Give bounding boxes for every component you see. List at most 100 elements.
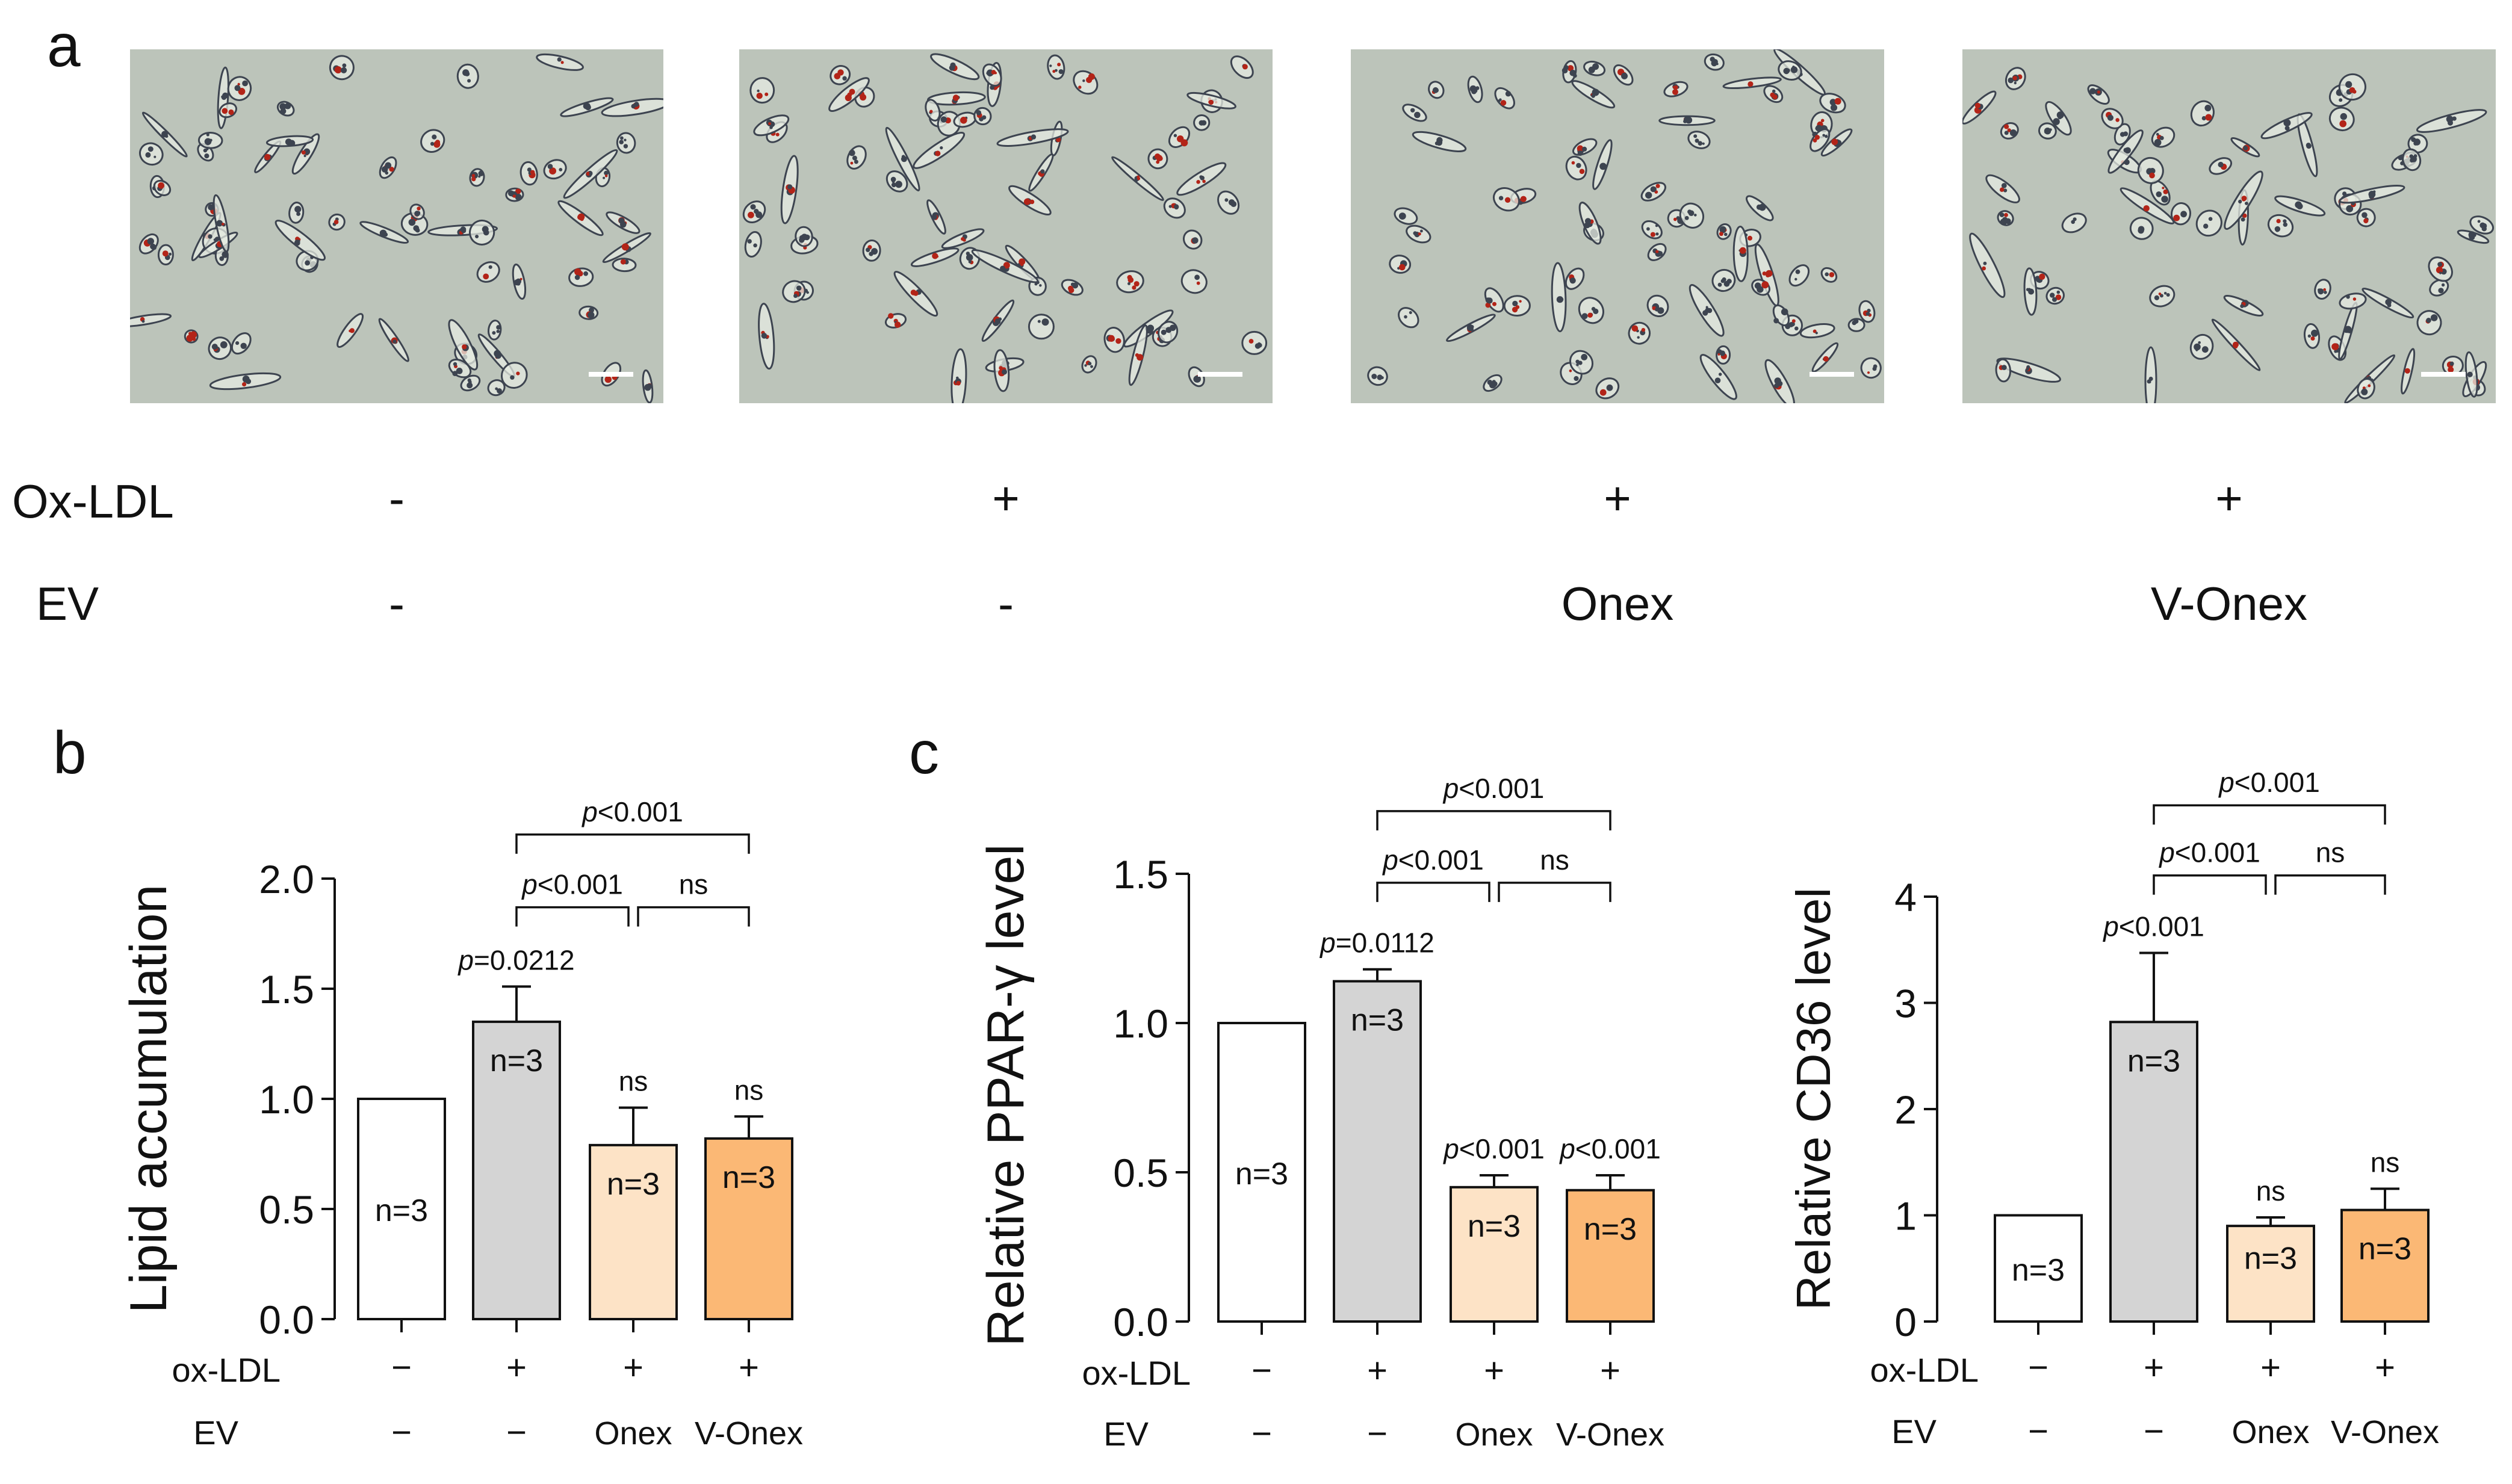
cell-granule bbox=[618, 217, 625, 224]
cell-granule bbox=[956, 376, 959, 380]
lipid-droplet bbox=[2149, 172, 2155, 179]
cell-granule bbox=[2166, 293, 2170, 297]
lipid-droplet bbox=[748, 211, 754, 218]
lipid-droplet bbox=[1005, 264, 1010, 268]
cell-granule bbox=[2343, 329, 2349, 333]
cell-granule bbox=[1781, 308, 1788, 315]
lipid-droplet bbox=[1772, 94, 1778, 100]
lipid-droplet bbox=[895, 321, 901, 328]
panel-a-ev-value-4: V-Onex bbox=[2151, 577, 2307, 630]
oxldl-value: + bbox=[1600, 1351, 1620, 1390]
cell-granule bbox=[303, 154, 306, 158]
panel-a-ev-row-label: EV bbox=[36, 577, 99, 630]
scale-bar bbox=[2421, 372, 2466, 377]
lipid-droplet bbox=[1673, 85, 1678, 90]
significance-bracket bbox=[2153, 874, 2267, 895]
cell-granule bbox=[467, 382, 473, 389]
lipid-droplet bbox=[1577, 145, 1584, 152]
cell-granule bbox=[2346, 295, 2350, 299]
cell-granule bbox=[2056, 290, 2061, 294]
lipid-droplet bbox=[334, 66, 342, 73]
cell-granule bbox=[1039, 284, 1042, 287]
lipid-droplet bbox=[961, 237, 965, 241]
cell-granule bbox=[852, 155, 857, 161]
lipid-droplet bbox=[1867, 371, 1870, 374]
cell-granule bbox=[866, 247, 870, 252]
cell-granule bbox=[2240, 304, 2244, 308]
cell bbox=[913, 131, 966, 169]
cell-granule bbox=[2467, 373, 2471, 376]
lipid-droplet bbox=[1655, 250, 1659, 253]
bar bbox=[357, 1098, 446, 1320]
cell-granule bbox=[2477, 220, 2481, 223]
n-label: n=3 bbox=[2358, 1232, 2411, 1267]
cell-granule bbox=[1254, 343, 1261, 349]
lipid-droplet bbox=[1202, 179, 1206, 184]
cell-granule bbox=[557, 57, 562, 62]
bar-stat-label: ns bbox=[734, 1074, 764, 1105]
lipid-droplet bbox=[2339, 120, 2346, 128]
cell-granule bbox=[1865, 312, 1870, 316]
panel-a-ev-value-1: - bbox=[389, 577, 405, 630]
lipid-droplet bbox=[1672, 88, 1678, 95]
cell bbox=[1217, 190, 1240, 215]
cell-granule bbox=[1041, 318, 1049, 326]
cell-granule bbox=[982, 115, 987, 120]
lipid-droplet bbox=[2436, 267, 2443, 274]
cell-granule bbox=[1774, 377, 1781, 385]
lipid-droplet bbox=[1719, 232, 1723, 237]
lipid-droplet bbox=[932, 253, 938, 259]
oxldl-row-label: ox-LDL bbox=[172, 1351, 281, 1389]
cell-granule bbox=[754, 209, 759, 214]
n-label: n=3 bbox=[2127, 1043, 2180, 1078]
oxldl-value: + bbox=[506, 1348, 527, 1387]
cell-granule bbox=[1825, 135, 1828, 138]
lipid-droplet bbox=[1504, 197, 1511, 203]
cell-granule bbox=[2005, 218, 2011, 224]
cell-granule bbox=[408, 218, 416, 226]
significance-label: ns bbox=[2316, 837, 2345, 868]
lipid-droplet bbox=[1418, 232, 1421, 236]
cell-granule bbox=[931, 214, 937, 220]
bar bbox=[2109, 1021, 2198, 1323]
panel-a-oxldl-value-1: - bbox=[389, 472, 405, 525]
cell-granule bbox=[940, 116, 947, 123]
cell-granule bbox=[488, 265, 492, 269]
oxldl-value: − bbox=[391, 1348, 412, 1387]
cell-granule bbox=[1726, 279, 1732, 284]
cell-granule bbox=[1695, 138, 1699, 143]
lipid-droplet bbox=[2039, 273, 2045, 280]
cell-granule bbox=[204, 153, 209, 159]
micrograph-background bbox=[739, 49, 1273, 403]
ev-value: V-Onex bbox=[695, 1415, 803, 1452]
cell-granule bbox=[757, 89, 760, 93]
n-label: n=3 bbox=[722, 1160, 775, 1195]
lipid-droplet bbox=[301, 150, 306, 155]
cell-granule bbox=[2340, 113, 2347, 120]
lipid-droplet bbox=[2004, 124, 2009, 129]
panel-a-oxldl-values: - + + + bbox=[389, 472, 2243, 525]
ev-value: − bbox=[2144, 1412, 2164, 1451]
oxldl-value: + bbox=[623, 1348, 644, 1387]
lipid-droplet bbox=[1156, 160, 1160, 164]
cell-granule bbox=[2003, 188, 2008, 193]
ev-value: − bbox=[391, 1413, 412, 1452]
y-tick-label: 1.5 bbox=[1113, 852, 1168, 897]
cell-granule bbox=[976, 110, 982, 116]
cell-granule bbox=[1822, 134, 1825, 137]
cell-granule bbox=[2275, 228, 2280, 232]
cell-granule bbox=[2438, 288, 2444, 294]
cell-granule bbox=[2201, 346, 2209, 353]
cell-granule bbox=[1684, 215, 1689, 220]
cell-granule bbox=[750, 204, 756, 210]
cell-granule bbox=[1600, 163, 1604, 167]
y-tick-label: 3 bbox=[1894, 981, 1917, 1025]
lipid-droplet bbox=[162, 250, 169, 257]
lipid-droplet bbox=[1650, 232, 1655, 237]
lipid-droplet bbox=[1137, 354, 1144, 361]
cell-granule bbox=[2014, 81, 2017, 85]
cell-granule bbox=[462, 69, 470, 76]
cell-granule bbox=[2208, 217, 2213, 221]
cell-granule bbox=[475, 235, 479, 238]
cell-granule bbox=[204, 138, 212, 146]
